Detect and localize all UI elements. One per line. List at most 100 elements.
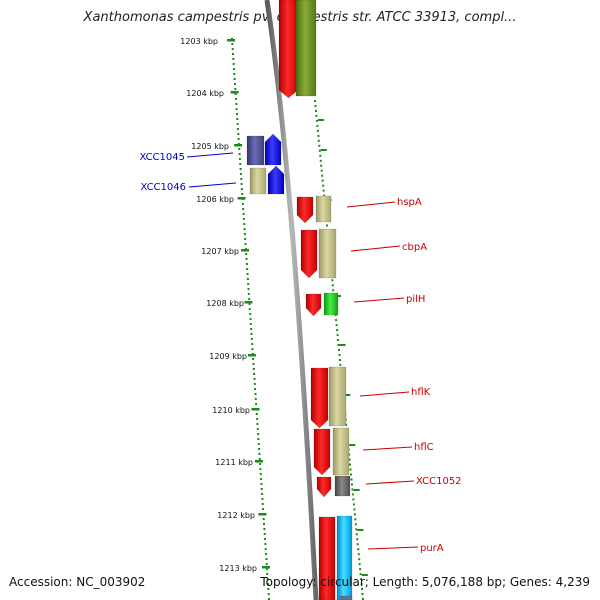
left-axis-dot xyxy=(238,148,241,150)
gene-box-hflk xyxy=(328,366,347,427)
left-axis-dot xyxy=(258,453,261,455)
left-axis-dot xyxy=(261,498,264,500)
gene-label-pilh[interactable]: pilH xyxy=(406,294,425,305)
left-axis-dot xyxy=(250,328,253,330)
left-axis-dot xyxy=(258,448,261,450)
left-axis-dot xyxy=(232,53,234,55)
right-axis-dot xyxy=(360,583,363,586)
right-axis-dot xyxy=(360,578,363,581)
right-axis-dot xyxy=(331,279,334,282)
gene-label-xcc1045[interactable]: XCC1045 xyxy=(139,152,185,163)
left-axis-dot xyxy=(261,493,264,495)
left-axis-dot xyxy=(249,323,252,325)
leader-line-right xyxy=(353,297,405,303)
chromosome-backbone xyxy=(264,0,319,600)
left-axis-dot xyxy=(240,178,243,180)
gene-label-pura[interactable]: purA xyxy=(420,543,444,554)
tick-label: 1203 kbp xyxy=(180,37,218,46)
right-axis-dot xyxy=(316,129,319,132)
left-axis-dot xyxy=(255,413,258,415)
gene-label-xcc1052[interactable]: XCC1052 xyxy=(416,476,462,487)
right-axis-dot xyxy=(357,548,360,551)
gene-arrow-hflk xyxy=(310,367,329,429)
axis-tick xyxy=(262,566,270,569)
right-axis-dot xyxy=(321,179,324,182)
gene-box-xcc1052 xyxy=(334,475,351,497)
gene-box-pura xyxy=(318,516,336,600)
left-axis-dot xyxy=(235,108,238,110)
right-axis-dot xyxy=(352,503,355,506)
axis-tick xyxy=(320,149,327,151)
left-axis-dot xyxy=(245,253,248,255)
axis-tick xyxy=(361,574,368,576)
left-axis-dot xyxy=(242,218,245,220)
right-axis-dot xyxy=(356,538,359,541)
gene-label-hflk[interactable]: hflK xyxy=(411,387,431,398)
right-axis-dot xyxy=(326,224,328,227)
right-axis-dot xyxy=(319,159,322,162)
axis-tick xyxy=(254,460,263,463)
right-axis-dot xyxy=(315,119,318,122)
right-axis-dot xyxy=(359,573,362,576)
left-axis-dot xyxy=(263,533,266,535)
right-axis-dot xyxy=(322,189,325,192)
gene-arrow-pilh xyxy=(305,293,322,317)
left-axis-dot xyxy=(243,233,246,235)
right-axis-dot xyxy=(349,463,351,466)
gene-label-hspa[interactable]: hspA xyxy=(397,197,422,208)
left-axis-dot xyxy=(241,193,244,195)
axis-tick xyxy=(251,408,260,411)
gene-arrow-xcc1046 xyxy=(267,165,285,195)
axis-tick xyxy=(237,197,246,200)
right-axis-dot xyxy=(353,508,356,511)
right-axis-dot xyxy=(351,488,354,491)
left-axis-dot xyxy=(240,188,243,190)
leader-line-right xyxy=(367,546,419,550)
left-axis-dot xyxy=(264,543,267,545)
gene-box-xcc1046 xyxy=(249,167,267,195)
left-axis-dot xyxy=(260,483,263,485)
left-axis-dot xyxy=(250,338,253,340)
tick-label: 1208 kbp xyxy=(206,299,244,308)
right-axis-dot xyxy=(348,453,351,456)
tick-label: 1206 kbp xyxy=(196,195,234,204)
leader-line-right xyxy=(359,391,410,397)
axis-tick xyxy=(258,513,267,516)
left-axis-dot xyxy=(249,313,252,315)
left-axis-dot xyxy=(247,288,250,290)
left-axis-dot xyxy=(265,553,267,555)
right-axis-dot xyxy=(318,144,321,147)
right-axis-dot xyxy=(320,169,323,172)
right-axis-dot xyxy=(338,354,341,356)
gene-label-xcc1046[interactable]: XCC1046 xyxy=(140,182,186,193)
gene-label-cbpa[interactable]: cbpA xyxy=(402,242,427,253)
tick-label: 1212 kbp xyxy=(217,511,255,520)
gene-box-hflc xyxy=(332,427,350,476)
left-axis-dot xyxy=(265,563,268,565)
left-axis-dot xyxy=(242,208,245,210)
left-axis-dot xyxy=(250,333,253,335)
axis-tick xyxy=(317,119,324,121)
left-axis-dot xyxy=(231,48,234,50)
left-axis-dot xyxy=(264,548,267,550)
right-axis-dot xyxy=(320,164,323,167)
right-axis-dot xyxy=(335,324,338,327)
right-axis-dot xyxy=(337,344,340,346)
left-axis-dot xyxy=(253,378,256,380)
gene-box-pilh xyxy=(323,292,339,316)
left-axis-dot xyxy=(234,83,236,85)
gene-label-hflc[interactable]: hflC xyxy=(414,442,434,453)
gene-box-olive xyxy=(295,0,317,97)
left-axis-dot xyxy=(259,468,262,470)
tick-label: 1207 kbp xyxy=(201,247,239,256)
right-axis-dot xyxy=(350,478,353,481)
left-axis-dot xyxy=(263,523,265,525)
left-axis-dot xyxy=(248,308,251,310)
gene-box-xcc1045 xyxy=(246,135,265,166)
left-axis-dot xyxy=(246,273,249,275)
right-axis-dot xyxy=(345,423,348,426)
gene-arrow-xcc1052 xyxy=(316,476,332,498)
right-axis-dot xyxy=(335,319,338,322)
axis-tick xyxy=(349,444,356,446)
